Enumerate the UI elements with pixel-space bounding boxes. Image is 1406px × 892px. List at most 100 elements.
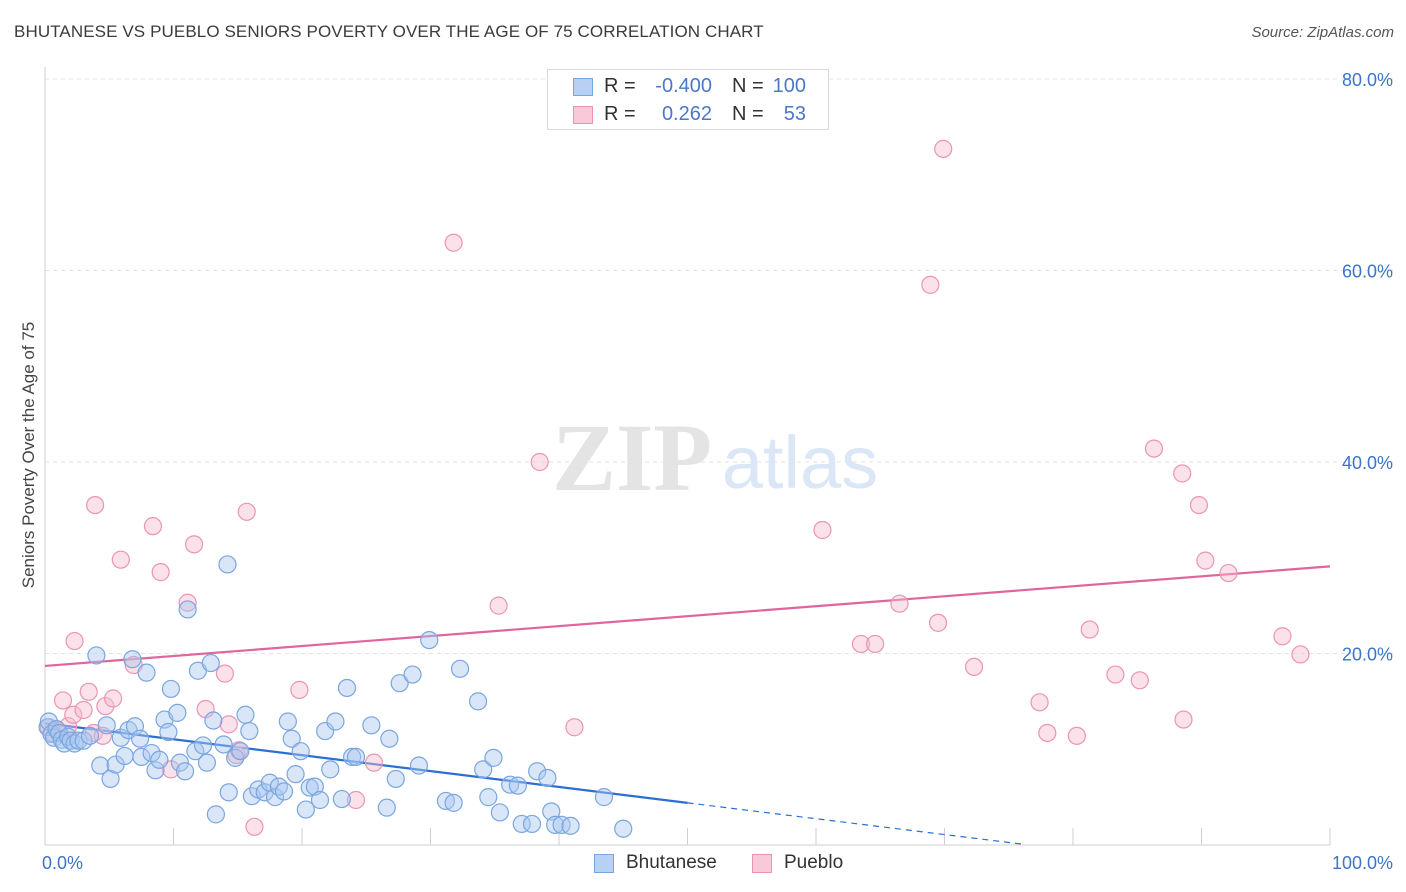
point-bhutanese [546,815,565,834]
trend-line-bhutanese [44,722,688,804]
point-pueblo [1196,551,1215,570]
point-bhutanese [561,816,580,835]
point-bhutanese [420,630,439,650]
point-pueblo [86,495,105,515]
point-bhutanese [346,747,366,767]
legend-n-label: N = [732,103,764,125]
legend-row-pueblo: R = 0.262 N = 53 [548,101,828,129]
point-pueblo [934,139,953,158]
point-pueblo [1030,693,1049,712]
point-bhutanese [130,729,150,748]
point-bhutanese [218,555,237,574]
point-pueblo [96,697,115,716]
legend-row-bhutanese: R = -0.400 N = 100 [548,73,828,101]
x-tick-label: 100.0% [1332,853,1393,873]
point-bhutanese [236,705,255,724]
point-bhutanese [305,777,324,796]
point-bhutanese [111,728,130,747]
point-bhutanese [278,712,297,731]
point-pueblo [1080,620,1099,639]
point-pueblo [1144,439,1164,458]
point-bhutanese [390,674,409,693]
point-bhutanese [178,600,197,619]
point-bhutanese [137,663,156,682]
point-bhutanese [501,775,520,794]
point-bhutanese [231,742,250,761]
bhutanese-legend-swatch [594,854,614,873]
point-bhutanese [614,819,633,838]
point-bhutanese [326,712,345,731]
point-bhutanese [282,729,301,748]
point-pueblo [964,657,984,677]
point-bhutanese [594,788,614,807]
point-bhutanese [159,722,178,742]
point-pueblo [93,726,112,745]
legend-label-bhutanese: Bhutanese [626,852,717,873]
point-bhutanese [479,788,498,807]
point-pueblo [219,715,238,734]
point-pueblo [1273,627,1292,646]
trend-lines [44,565,1331,845]
x-tick-label: 0.0% [42,853,83,873]
point-bhutanese [193,736,213,755]
point-bhutanese [101,769,120,789]
point-pueblo [74,700,93,720]
legend-n-value: 100 [772,75,806,97]
points [38,139,1310,838]
point-bhutanese [403,665,422,684]
point-bhutanese [321,760,340,779]
axes [44,67,1331,846]
point-bhutanese [468,692,488,711]
point-pueblo [143,517,163,536]
point-bhutanese [310,790,330,810]
point-pueblo [1189,495,1209,515]
point-pueblo [1067,726,1086,745]
point-bhutanese [484,748,503,767]
point-bhutanese [296,800,315,819]
point-pueblo [1174,710,1193,729]
legend-r-label: R = [604,103,636,125]
point-bhutanese [332,789,351,809]
point-bhutanese [444,793,463,812]
chart-title: BHUTANESE VS PUEBLO SENIORS POVERTY OVER… [14,22,764,41]
trend-line-extension [687,802,1022,845]
point-bhutanese [87,646,106,665]
point-bhutanese [386,769,405,789]
point-bhutanese [274,782,294,801]
point-pueblo [565,718,584,737]
point-pueblo [851,634,871,654]
legend-n-value: 53 [783,103,806,125]
trend-line-pueblo [44,565,1331,668]
point-bhutanese [343,747,362,767]
point-pueblo [489,596,508,615]
point-bhutanese [337,678,357,698]
point-bhutanese [380,729,399,748]
point-pueblo [1219,563,1238,583]
tick-labels: 20.0% 40.0% 60.0% 80.0% 0.0% 100.0% [42,70,1393,873]
pueblo-swatch [573,106,593,124]
point-bhutanese [132,747,151,767]
point-bhutanese [542,802,561,821]
point-pueblo [178,593,197,612]
legend-r-value: 0.262 [661,103,712,125]
point-bhutanese [123,650,142,669]
y-tick-label: 60.0% [1342,262,1393,282]
point-bhutanese [286,765,305,784]
watermark-zip: ZIP [552,404,712,511]
point-bhutanese [474,760,493,779]
point-pueblo [111,550,130,569]
point-pueblo [104,689,123,708]
watermark: ZIP atlas [552,404,878,511]
point-bhutanese [265,788,285,807]
point-bhutanese [115,746,134,766]
point-bhutanese [219,783,238,802]
y-tick-label: 20.0% [1342,645,1393,665]
legend-r-value: -0.400 [655,75,712,97]
point-bhutanese [409,756,429,775]
point-bhutanese [201,653,220,673]
point-bhutanese [206,805,226,824]
point-pueblo [290,680,309,699]
point-bhutanese [490,803,509,822]
correlation-legend: R = -0.400 N = 100 R = 0.262 N = 53 [547,69,829,130]
